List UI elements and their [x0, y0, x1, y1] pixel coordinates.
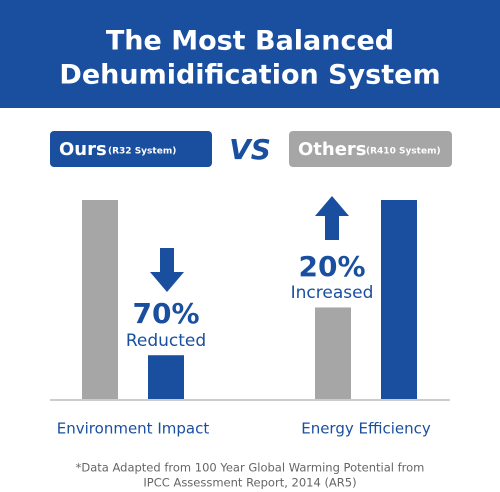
- x-tick-label: Environment Impact: [57, 420, 210, 438]
- bar: [315, 307, 351, 399]
- legend-label: Others: [298, 139, 367, 160]
- legend-pill: [50, 131, 212, 167]
- legend-label: Ours: [59, 139, 107, 160]
- bar: [381, 200, 417, 399]
- footnote: *Data Adapted from 100 Year Global Warmi…: [76, 461, 425, 475]
- bar: [148, 355, 184, 399]
- x-tick-label: Energy Efficiency: [301, 420, 431, 438]
- annotation-value: 20%: [298, 250, 365, 283]
- annotation-text: Increased: [291, 283, 374, 303]
- chart-title: Dehumidification System: [59, 60, 440, 91]
- versus: VS: [229, 133, 271, 166]
- chart-title: The Most Balanced: [106, 26, 394, 57]
- up-arrow: [315, 196, 349, 240]
- legend-pill: [289, 131, 452, 167]
- legend-note: (R32 System): [108, 147, 176, 157]
- header-band: [0, 0, 500, 108]
- annotation-text: Reducted: [126, 331, 206, 351]
- legend-note: (R410 System): [366, 147, 441, 157]
- footnote: IPCC Assessment Report, 2014 (AR5): [143, 476, 356, 490]
- down-arrow: [150, 248, 184, 292]
- annotation-value: 70%: [132, 297, 199, 330]
- bar: [82, 200, 118, 399]
